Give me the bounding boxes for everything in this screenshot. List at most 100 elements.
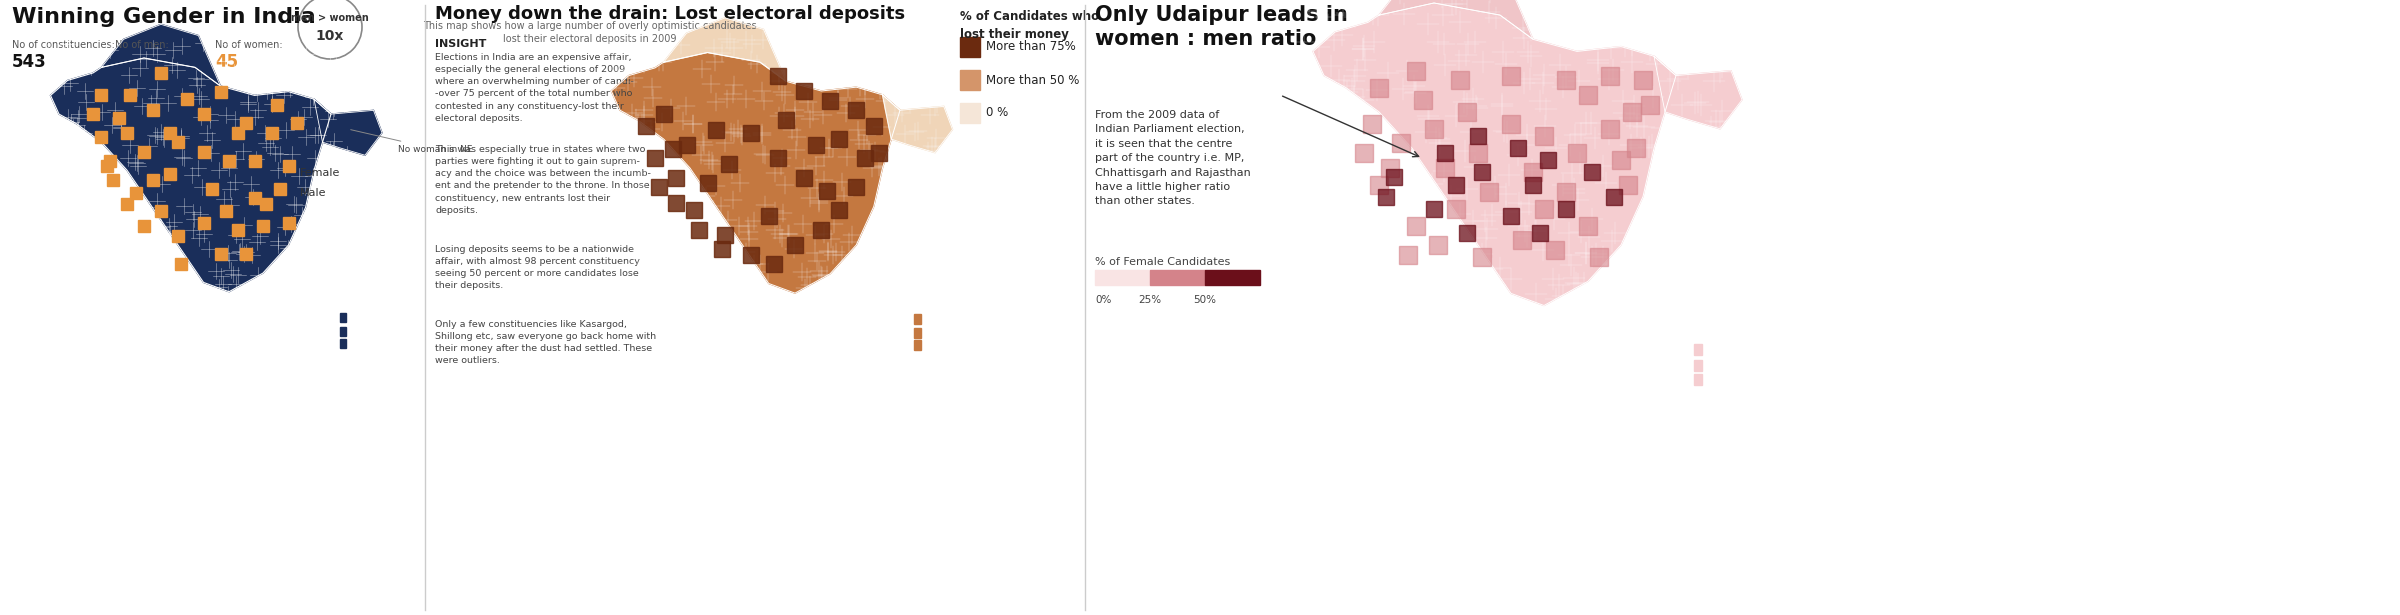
Bar <box>281 186 295 200</box>
Bar <box>197 108 209 120</box>
Bar <box>744 247 758 263</box>
Bar <box>914 339 922 350</box>
Bar <box>766 256 782 272</box>
Bar <box>1606 189 1622 205</box>
Bar <box>866 117 881 133</box>
Bar <box>1469 144 1488 162</box>
Bar <box>1094 270 1150 285</box>
Bar <box>1694 360 1702 371</box>
Bar <box>139 220 149 232</box>
Bar <box>1205 270 1260 285</box>
Bar <box>214 248 226 260</box>
Bar <box>240 248 252 260</box>
Bar <box>797 83 811 99</box>
Bar <box>1579 216 1596 235</box>
Bar <box>1447 177 1464 192</box>
Text: 25%: 25% <box>1138 295 1162 305</box>
Bar <box>960 70 979 90</box>
Bar <box>914 314 922 323</box>
Bar <box>818 183 835 199</box>
Bar <box>1406 62 1426 80</box>
Bar <box>1510 140 1526 156</box>
Bar <box>250 155 262 167</box>
Text: Elections in India are an expensive affair,
especially the general elections of : Elections in India are an expensive affa… <box>434 53 634 123</box>
Bar <box>1536 200 1553 218</box>
Bar <box>667 195 684 211</box>
Bar <box>667 170 684 186</box>
Bar <box>1541 153 1558 169</box>
Bar <box>857 151 874 167</box>
Polygon shape <box>101 25 221 86</box>
Bar <box>1531 225 1548 241</box>
Text: Winning Gender in India: Winning Gender in India <box>12 7 317 27</box>
Bar <box>797 170 811 186</box>
Bar <box>655 106 672 122</box>
Bar <box>1627 139 1646 157</box>
Polygon shape <box>1380 0 1534 39</box>
Bar <box>847 102 864 118</box>
Bar <box>1567 144 1586 162</box>
Bar <box>1469 128 1486 144</box>
Bar <box>650 179 667 195</box>
Bar <box>214 85 226 98</box>
Bar <box>113 112 125 124</box>
Bar <box>197 146 209 157</box>
Bar <box>338 312 346 322</box>
Bar <box>175 258 187 270</box>
Bar <box>761 208 778 224</box>
Bar <box>271 99 283 111</box>
Bar <box>648 151 662 167</box>
Bar <box>1524 164 1543 181</box>
Bar <box>778 112 794 128</box>
Bar <box>1426 120 1442 138</box>
Text: This was especially true in states where two
parties were fighting it out to gai: This was especially true in states where… <box>434 145 650 215</box>
Polygon shape <box>50 58 331 292</box>
Bar <box>250 192 262 204</box>
Bar <box>221 205 230 217</box>
Bar <box>914 328 922 338</box>
Bar <box>266 127 278 139</box>
Bar <box>1474 248 1490 266</box>
Polygon shape <box>665 18 787 81</box>
Bar <box>871 145 888 161</box>
Bar <box>718 228 732 244</box>
Text: 0 %: 0 % <box>986 106 1008 119</box>
Bar <box>1150 270 1205 285</box>
Bar <box>1618 175 1637 194</box>
Bar <box>638 117 655 133</box>
Text: Only a few constituencies like Kasargod,
Shillong etc, saw everyone go back home: Only a few constituencies like Kasargod,… <box>434 320 655 365</box>
Bar <box>146 105 158 116</box>
Bar <box>1474 164 1490 180</box>
Bar <box>1452 71 1469 89</box>
Bar <box>180 93 192 105</box>
Bar <box>1502 208 1519 224</box>
Bar <box>206 183 218 195</box>
Polygon shape <box>314 99 382 155</box>
Bar <box>1558 71 1574 89</box>
Bar <box>1426 200 1442 216</box>
Text: 0%: 0% <box>1094 295 1111 305</box>
Bar <box>809 137 823 153</box>
Bar <box>1502 115 1519 133</box>
Bar <box>108 173 120 186</box>
Bar <box>698 175 715 191</box>
Bar <box>230 127 242 139</box>
Bar <box>139 146 149 157</box>
Text: This map shows how a large number of overly optimistic candidates
lost their ele: This map shows how a large number of ove… <box>422 21 756 44</box>
Bar <box>257 220 269 232</box>
Bar <box>163 127 175 139</box>
Bar <box>338 338 346 347</box>
Bar <box>101 161 113 172</box>
Text: More than 75%: More than 75% <box>986 41 1075 54</box>
Bar <box>1447 200 1464 218</box>
Bar <box>686 202 701 218</box>
Bar <box>163 168 175 180</box>
Bar <box>120 127 132 139</box>
Bar <box>1584 164 1601 180</box>
Bar <box>1694 374 1702 385</box>
Bar <box>146 173 158 186</box>
Bar <box>744 125 758 141</box>
Bar <box>679 137 694 153</box>
Polygon shape <box>1313 3 1675 306</box>
Bar <box>338 327 346 336</box>
